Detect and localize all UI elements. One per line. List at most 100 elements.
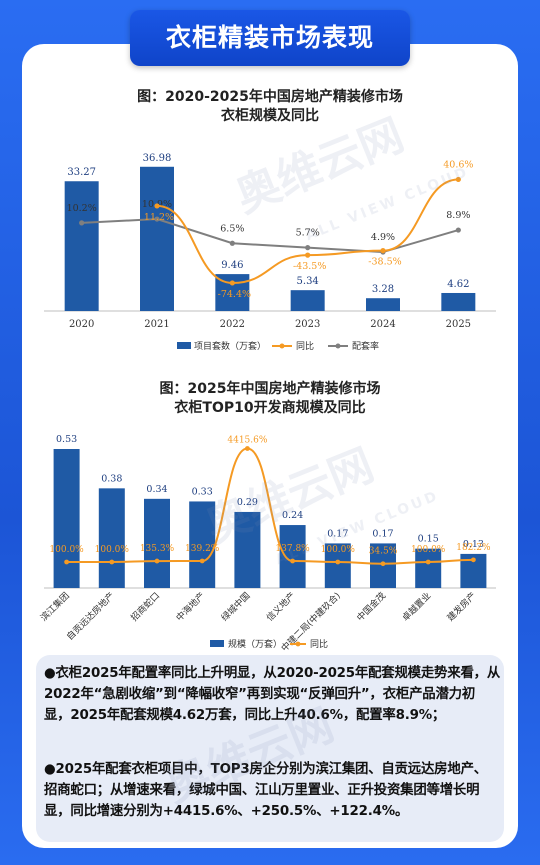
chart2-tick-label: 绿城中国	[219, 590, 253, 624]
chart2-yoy-point	[245, 446, 250, 451]
chart2-legend-bar-swatch	[210, 640, 224, 647]
chart2-yoy-point	[154, 558, 160, 564]
chart2-tick-label: 信义地产	[264, 590, 298, 624]
chart2-tick-label: 招商蛇口	[128, 590, 162, 624]
chart1-bar-label: 36.98	[143, 153, 172, 164]
chart1-rate-point	[154, 216, 160, 222]
chart2-bar	[53, 449, 80, 588]
chart1-yoy-label: -43.5%	[293, 261, 326, 272]
chart2-yoy-label: 137.8%	[275, 544, 310, 554]
chart2-yoy-point	[471, 557, 476, 563]
chart2-yoy-point	[335, 559, 341, 565]
chart1-tick-label: 2023	[295, 319, 320, 330]
chart2-yoy-label: 34.5%	[369, 547, 398, 557]
chart1-legend-yoy: 同比	[296, 340, 314, 352]
chart1-subtitle: 衣柜规模及同比	[221, 108, 319, 124]
chart1-rate-label: 6.5%	[220, 223, 244, 234]
chart2-bar	[415, 548, 442, 588]
chart2-tick-label: 滨江集团	[38, 590, 72, 624]
chart1-yoy-label: -74.4%	[218, 289, 251, 300]
chart1-tick-label: 2024	[370, 319, 395, 330]
chart1-legend-bar-swatch	[177, 342, 191, 349]
chart1-yoy-label: -38.5%	[368, 257, 401, 268]
chart1-bar-label: 3.28	[372, 284, 394, 295]
chart1-bar-label: 33.27	[67, 167, 96, 178]
chart2-yoy-line	[66, 447, 474, 565]
chart1-yoy-point	[380, 248, 386, 254]
chart2-bar-label: 0.15	[418, 534, 439, 545]
chart2-yoy-point	[109, 559, 115, 565]
chart1-bar	[64, 181, 99, 311]
chart1-yoy-label: 40.6%	[443, 159, 473, 170]
chart2-bar	[144, 498, 170, 588]
chart2-yoy-point	[64, 559, 69, 565]
chart2-bar-label: 0.34	[146, 484, 167, 495]
chart2-yoy-label: 182.2%	[456, 543, 491, 553]
chart2-tick-label: 中国金茂	[354, 590, 388, 624]
chart1-yoy-point	[455, 176, 461, 183]
chart1-yoy-point	[154, 203, 160, 209]
chart1-bar	[290, 290, 325, 311]
chart1-bar	[366, 298, 400, 311]
chart1-bar-label: 4.62	[447, 279, 469, 290]
chart2-bar	[234, 511, 261, 588]
chart1-rate-point	[229, 240, 235, 246]
chart2-bar	[279, 525, 306, 588]
chart1-rate-label: 4.9%	[371, 232, 395, 243]
chart1-tick-label: 2020	[69, 319, 94, 330]
chart1-legend-yoy-dot	[279, 343, 285, 349]
chart2-bar-label: 0.29	[237, 497, 258, 508]
chart1-yoy-label: 11.2%	[144, 212, 174, 223]
chart1-rate-label: 5.7%	[296, 228, 320, 239]
chart1-bar	[441, 292, 476, 311]
chart1-bar-label: 9.46	[221, 260, 243, 271]
chart2-title: 图：2025年中国房地产精装修市场	[159, 381, 381, 397]
chart1-bar-label: 5.34	[297, 276, 319, 287]
chart2-yoy-label: 100.0%	[95, 545, 130, 555]
chart1-rate-point	[305, 245, 311, 251]
chart2-bar-label: 0.38	[101, 473, 122, 484]
chart2-tick-label: 建发房产	[445, 590, 479, 624]
chart2-bar-label: 0.13	[463, 539, 484, 550]
chart2-yoy-point	[290, 558, 295, 564]
chart1-tick-label: 2021	[144, 319, 169, 330]
chart2-legend-yoy-dot	[295, 641, 301, 647]
chart1-yoy-point	[229, 280, 235, 286]
note-2: ●2025年配套衣柜项目中，TOP3房企分别为滨江集团、自贡远达房地产、招商蛇口…	[44, 762, 487, 819]
chart2-yoy-label: 135.3%	[140, 544, 175, 554]
chart2-bar-label: 0.17	[372, 528, 393, 539]
chart1-title: 图：2020-2025年中国房地产精装修市场	[137, 89, 403, 105]
chart1-rate-label: 10.2%	[67, 203, 97, 214]
chart2-yoy-point	[199, 558, 205, 564]
chart2-tick-label: 中海地产	[173, 590, 207, 624]
chart2-tick-label: 卓越置业	[399, 590, 433, 624]
chart2-yoy-point	[380, 561, 386, 567]
chart1-legend-bar: 项目套数（万套）	[194, 340, 266, 352]
note-1: ●衣柜2025年配置率同比上升明显，从2020-2025年配套规模走势来看，从2…	[44, 666, 501, 723]
chart1-legend-rate-dot	[335, 343, 341, 349]
chart1-rate-label: 8.9%	[446, 210, 470, 221]
chart2-bar-label: 0.33	[192, 486, 213, 497]
chart2-subtitle: 衣柜TOP10开发商规模及同比	[174, 400, 366, 416]
chart1-legend-rate: 配套率	[352, 340, 379, 352]
chart2-legend-bar: 规模（万套）	[228, 638, 282, 650]
chart2-yoy-label: 100.0%	[49, 545, 84, 555]
chart2-bar	[324, 543, 351, 588]
page-header: 衣柜精装市场表现	[130, 10, 410, 66]
chart2-yoy-label: 100.0%	[411, 545, 446, 555]
chart2-tick-label: 自贡远达房地产	[64, 590, 117, 643]
chart2-bar	[98, 488, 125, 588]
chart1-rate-point	[79, 220, 85, 226]
chart1-rate-point	[455, 227, 461, 233]
chart1-bar	[140, 166, 174, 311]
chart2-yoy-label: 4415.6%	[227, 435, 267, 445]
chart2-bar	[189, 501, 216, 588]
chart2-bar-label: 0.17	[327, 528, 348, 539]
chart2-yoy-label: 139.2%	[185, 544, 220, 554]
chart2-bar-label: 0.53	[56, 434, 77, 445]
chart1-tick-label: 2022	[220, 319, 245, 330]
chart1-tick-label: 2025	[446, 319, 471, 330]
notes-panel	[36, 655, 504, 842]
